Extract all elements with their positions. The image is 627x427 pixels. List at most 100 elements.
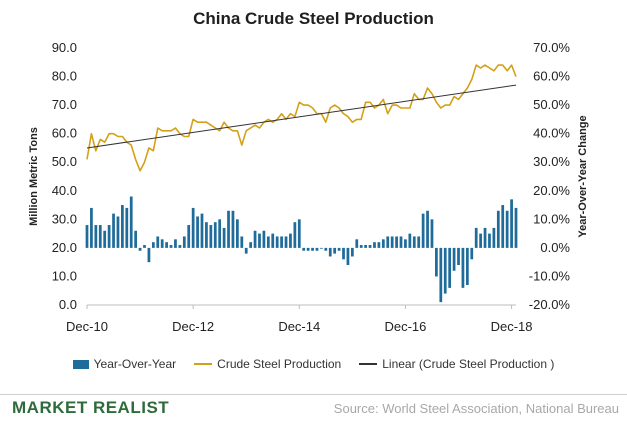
- y-tick-label: 90.0: [52, 40, 77, 55]
- x-tick-label: Dec-18: [491, 319, 533, 334]
- bar-yoy: [240, 236, 244, 248]
- bar-yoy: [350, 247, 354, 257]
- bar-yoy: [187, 225, 191, 248]
- axis-labels: 0.0 10.0 20.0 30.0 40.0 50.0 60.0 70.0 80.0 90.0 -…: [28, 40, 589, 334]
- bar-yoy: [297, 219, 301, 248]
- y-tick-label: 70.0: [52, 97, 77, 112]
- bar-yoy: [174, 239, 177, 248]
- bar-yoy: [178, 245, 182, 248]
- y2-tick-label: -10.0%: [529, 268, 571, 283]
- bar-yoy: [165, 242, 168, 248]
- legend-label-production: Crude Steel Production: [217, 357, 342, 371]
- bar-yoy: [381, 239, 385, 248]
- y2-tick-label: 10.0%: [533, 211, 570, 226]
- bar-yoy: [359, 245, 363, 248]
- bar-yoy: [510, 199, 513, 248]
- y2-tick-label: -20.0%: [529, 297, 571, 312]
- bar-yoy: [169, 245, 173, 248]
- bar-yoy: [474, 227, 478, 248]
- bar-yoy: [147, 247, 151, 263]
- x-tick-label: Dec-14: [278, 319, 320, 334]
- bar-yoy: [430, 219, 434, 248]
- bar-yoy: [112, 213, 115, 248]
- bar-yoy: [337, 247, 341, 251]
- bar-yoy: [443, 247, 447, 294]
- bar-yoy: [289, 233, 292, 248]
- bar-yoy: [452, 247, 456, 271]
- bar-yoy: [302, 247, 306, 251]
- legend-label-trend: Linear (Crude Steel Production ): [382, 357, 555, 371]
- bar-yoy: [107, 225, 111, 248]
- bar-yoy: [315, 247, 319, 251]
- source-note: Source: World Steel Association, Nationa…: [333, 401, 619, 416]
- y-tick-label: 80.0: [52, 69, 77, 84]
- legend-swatch-trend: [359, 363, 378, 365]
- bar-yoy: [253, 230, 257, 248]
- bar-yoy: [98, 225, 102, 248]
- bar-yoy: [306, 247, 310, 251]
- bar-yoy: [231, 210, 235, 248]
- footer-divider: [0, 394, 627, 395]
- line-trend: [86, 84, 517, 149]
- bar-yoy: [266, 236, 270, 248]
- bar-yoy: [496, 210, 500, 248]
- bar-yoy: [421, 213, 425, 248]
- bar-yoy: [488, 233, 491, 248]
- bar-yoy: [386, 236, 390, 248]
- x-tick-label: Dec-16: [384, 319, 426, 334]
- chart-svg: 0.0 10.0 20.0 30.0 40.0 50.0 60.0 70.0 80.0 90.0 -…: [28, 40, 589, 334]
- bar-yoy: [328, 247, 332, 257]
- bar-yoy: [342, 247, 345, 260]
- bar-yoy: [320, 247, 323, 249]
- bar-yoy: [404, 239, 407, 248]
- bar-yoy: [116, 216, 120, 248]
- y2-tick-label: 30.0%: [533, 154, 570, 169]
- bar-yoy: [121, 205, 124, 248]
- bar-series: [85, 196, 518, 303]
- bar-yoy: [501, 205, 505, 248]
- bar-yoy: [103, 230, 107, 248]
- bar-yoy: [439, 247, 443, 303]
- bar-yoy: [284, 236, 288, 248]
- bar-yoy: [205, 222, 208, 248]
- bar-yoy: [373, 242, 376, 248]
- bar-yoy: [191, 207, 195, 248]
- brand-logo: MARKET REALIST: [12, 398, 170, 417]
- x-tick-label: Dec-12: [172, 319, 214, 334]
- bar-yoy: [200, 213, 204, 248]
- y2-tick-label: 70.0%: [533, 40, 570, 55]
- line-series: [86, 64, 517, 172]
- bar-yoy: [514, 207, 518, 248]
- y-tick-label: 30.0: [52, 211, 77, 226]
- y2-axis-title: Year-Over-Year Change: [577, 115, 589, 237]
- y2-tick-label: 40.0%: [533, 126, 570, 141]
- legend-item-production: Crude Steel Production: [194, 357, 341, 371]
- y-axis-title: Million Metric Tons: [28, 127, 40, 226]
- bar-yoy: [213, 222, 217, 248]
- bar-yoy: [364, 245, 367, 248]
- bar-yoy: [470, 247, 474, 260]
- legend-swatch-bar: [72, 359, 89, 369]
- bar-yoy: [355, 239, 359, 248]
- x-tick-label: Dec-10: [66, 319, 108, 334]
- bar-yoy: [85, 225, 89, 248]
- bar-yoy: [395, 236, 398, 248]
- bar-yoy: [138, 247, 142, 251]
- bar-yoy: [271, 233, 275, 248]
- bar-yoy: [390, 236, 394, 248]
- bar-yoy: [244, 247, 248, 254]
- y2-tick-label: 20.0%: [533, 183, 570, 198]
- chart-title: China Crude Steel Production: [193, 9, 434, 28]
- bar-yoy: [156, 236, 160, 248]
- bar-yoy: [324, 247, 328, 251]
- bar-yoy: [399, 236, 403, 248]
- bar-yoy: [483, 227, 487, 248]
- bar-yoy: [151, 242, 155, 248]
- y-tick-label: 40.0: [52, 183, 77, 198]
- bar-yoy: [280, 236, 283, 248]
- bar-yoy: [461, 247, 465, 288]
- bar-yoy: [505, 210, 509, 248]
- y-tick-label: 20.0: [52, 240, 77, 255]
- y-tick-label: 10.0: [52, 268, 77, 283]
- bar-yoy: [465, 247, 469, 286]
